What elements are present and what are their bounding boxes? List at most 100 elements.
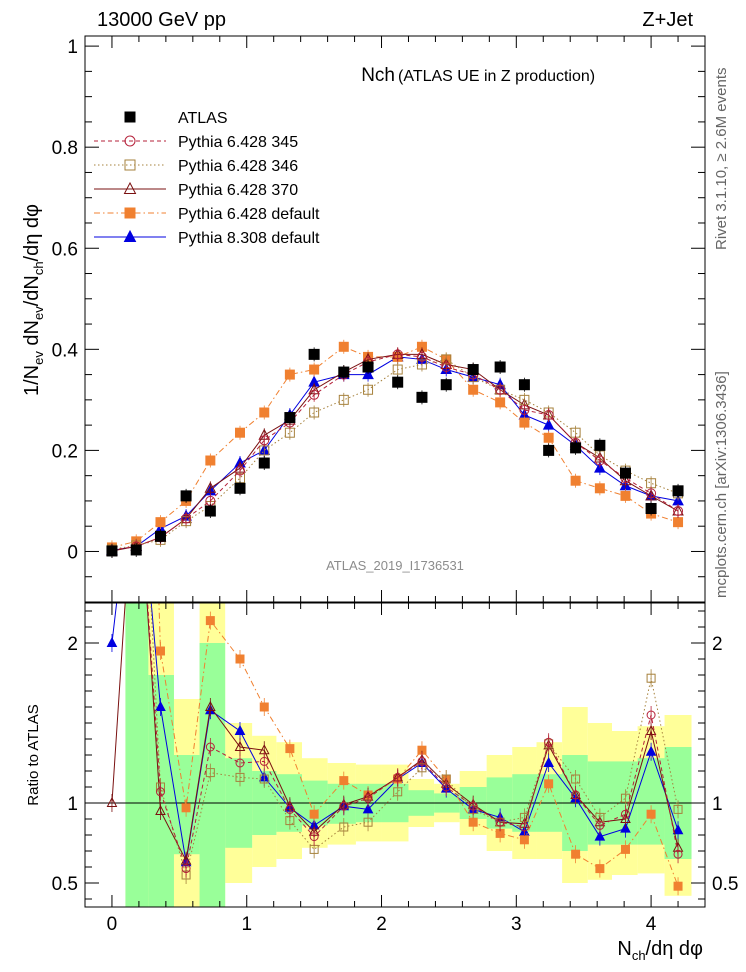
ratio-point (309, 809, 319, 819)
ratio-point (132, 430, 141, 439)
data-point (235, 465, 245, 476)
data-point (673, 506, 684, 517)
data-point (259, 407, 270, 418)
y-tick-label: 1 (67, 37, 78, 58)
ratio-point (205, 768, 215, 778)
ratio-point (339, 801, 349, 811)
plot-subtitle: (ATLAS UE in Z production) (398, 68, 595, 85)
ratio-point (132, 430, 141, 439)
ratio-point (181, 864, 191, 874)
ratio-point (155, 646, 165, 656)
data-point (543, 444, 555, 456)
band-green (125, 603, 149, 907)
x-tick-label: 4 (646, 914, 657, 935)
ratio-axes: 0 1 2 3 4 0.5 0.5 1 1 2 2 (52, 603, 738, 935)
ratio-point (234, 724, 246, 735)
ratio-point (132, 319, 140, 327)
ratio-point (646, 809, 656, 819)
series-line (111, 353, 679, 551)
data-point (154, 530, 166, 542)
data-point (362, 361, 374, 373)
y-tick-label: 0.8 (52, 138, 78, 159)
data-point (594, 483, 605, 494)
data-point (309, 389, 320, 400)
main-frame (84, 35, 706, 603)
ratio-point (645, 724, 657, 735)
ratio-point (362, 803, 374, 814)
series-line (111, 358, 679, 550)
legend-label: Pythia 6.428 345 (178, 134, 298, 151)
ratio-point (646, 710, 656, 720)
data-point (205, 455, 216, 466)
legend-entry: Pythia 6.428 346 (94, 158, 298, 175)
band-green (199, 643, 226, 907)
data-point (519, 404, 530, 415)
ratio-point (441, 782, 451, 792)
ratio-point (181, 803, 191, 813)
x-tick-label: 2 (376, 914, 387, 935)
rivet-label: Rivet 3.1.10, ≥ 2.6M events (713, 68, 730, 251)
ratio-point (393, 787, 403, 797)
data-point (180, 490, 192, 502)
ratio-y-tick-label: 1 (67, 794, 78, 815)
ratio-point (620, 809, 630, 819)
ratio-point (620, 793, 630, 803)
ratio-point (571, 849, 581, 859)
ratio-point (543, 756, 554, 767)
legend-marker (124, 207, 136, 219)
data-point (416, 391, 428, 403)
ratio-point (132, 431, 140, 439)
ratio-y-tick-label-right: 0.5 (712, 874, 738, 895)
ratio-point (519, 822, 529, 832)
data-point (106, 545, 118, 557)
ratio-point (106, 796, 118, 807)
data-point (594, 455, 605, 466)
ratio-y-tick-label: 2 (67, 634, 78, 655)
ratio-series-pythia-6-428-345 (132, 431, 683, 878)
ratio-point (673, 804, 683, 814)
ratio-point (519, 835, 529, 845)
data-point (645, 503, 657, 515)
ratio-point (673, 849, 683, 859)
data-point (467, 364, 479, 376)
legend-entry: ATLAS (124, 110, 228, 127)
legend-label: ATLAS (178, 110, 228, 127)
legend-marker (123, 181, 137, 194)
y-tick-label: 0.2 (52, 441, 78, 462)
data-point (468, 384, 479, 395)
mcplots-label: mcplots.cern.ch [arXiv:1306.3436] (713, 371, 730, 598)
main-y-axis-label: 1/Nev dNev/dNch/dη dφ (21, 204, 46, 396)
ratio-point (646, 673, 656, 683)
ratio-y-tick-label-right: 2 (712, 634, 723, 655)
main-data-layer (106, 339, 684, 558)
ratio-point (571, 790, 581, 800)
legend-entry: Pythia 6.428 345 (94, 134, 298, 151)
data-point (338, 394, 349, 405)
data-point (235, 427, 245, 438)
main-panel: 0 0.2 0.4 0.6 0.8 1 Nch (ATLAS UE in Z produc… (21, 35, 706, 603)
data-point (542, 418, 555, 430)
x-axis-label: Nch/dη dφ (617, 938, 703, 963)
data-point (495, 384, 506, 395)
process-label: Z+Jet (642, 9, 693, 31)
data-point (416, 351, 427, 362)
ratio-point (309, 832, 319, 842)
ratio-point (417, 756, 427, 766)
data-point (204, 505, 216, 517)
ratio-point (235, 654, 245, 664)
ratio-panel: 0 1 2 3 4 0.5 0.5 1 1 2 2 Ratio to ATLAS Nch/dη dφ (25, 319, 738, 963)
data-point (392, 364, 403, 375)
ratio-point (544, 779, 554, 789)
ratio-point (468, 801, 478, 811)
ratio-y-tick-label: 0.5 (52, 874, 78, 895)
analysis-watermark: ATLAS_2019_I1736531 (326, 558, 464, 573)
data-point (309, 364, 320, 375)
ratio-line (150, 603, 679, 877)
data-point (284, 369, 295, 380)
x-tick-label: 1 (241, 914, 252, 935)
legend-label: Pythia 6.428 default (178, 206, 320, 223)
data-point (543, 432, 554, 443)
ratio-point (108, 319, 116, 327)
ratio-point (363, 793, 373, 803)
ratio-line (158, 603, 679, 887)
